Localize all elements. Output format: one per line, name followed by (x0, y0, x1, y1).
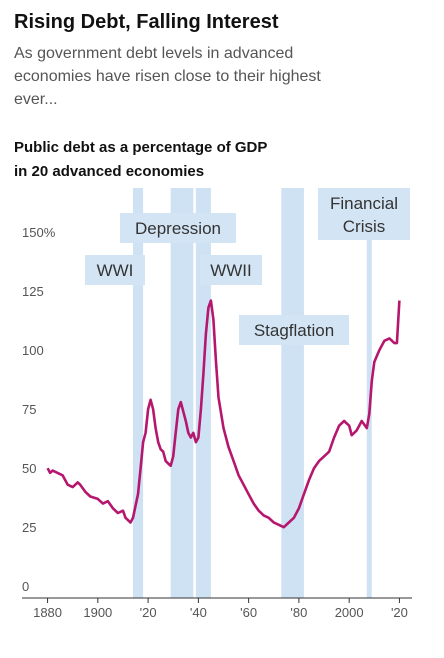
x-tick-label: '20 (140, 605, 157, 620)
subtitle: ever... (14, 91, 58, 108)
subtitle: As government debt levels in advanced (14, 45, 293, 62)
x-tick-label: '80 (290, 605, 307, 620)
period-label: Stagflation (254, 321, 334, 340)
period-band (133, 188, 144, 598)
y-tick-label: 0 (22, 579, 29, 594)
x-tick-label: '60 (240, 605, 257, 620)
x-tick-label: 1880 (33, 605, 62, 620)
plot: 0 25 50 75 100 125 150% 1880 1900 '20 '40 '60 '80 200… (22, 225, 412, 620)
period-label-box (85, 255, 145, 285)
y-tick-label: 100 (22, 343, 44, 358)
period-label: WWII (210, 261, 252, 280)
y-tick-label: 25 (22, 520, 36, 535)
period-label-box (120, 213, 236, 243)
debt-line (46, 299, 401, 529)
x-tick-label: '40 (190, 605, 207, 620)
period-label-box (239, 315, 349, 345)
period-label: WWI (97, 261, 134, 280)
period-label-box (200, 255, 262, 285)
period-label: Financial Crisis (330, 194, 398, 236)
chart-label: Public debt as a percentage of GDP (14, 139, 267, 156)
x-tick-label: 1900 (83, 605, 112, 620)
bands: WWI Depression WWII Stagflation Financial Cri… (85, 188, 410, 598)
y-tick-label: 75 (22, 402, 36, 417)
period-band (366, 188, 372, 598)
chart-label: in 20 advanced economies (14, 163, 204, 180)
y-tick-label: 150% (22, 225, 56, 240)
x-tick-label: 2000 (335, 605, 364, 620)
period-band (281, 188, 304, 598)
chart-title: Rising Debt, Falling Interest (14, 11, 279, 33)
period-band (195, 188, 211, 598)
subtitle: economies have risen close to their high… (14, 68, 321, 85)
y-tick-label: 50 (22, 461, 36, 476)
period-label: Depression (135, 219, 221, 238)
period-label-box (318, 188, 410, 240)
y-tick-label: 125 (22, 284, 44, 299)
period-band (170, 188, 194, 598)
x-tick-label: '20 (391, 605, 408, 620)
